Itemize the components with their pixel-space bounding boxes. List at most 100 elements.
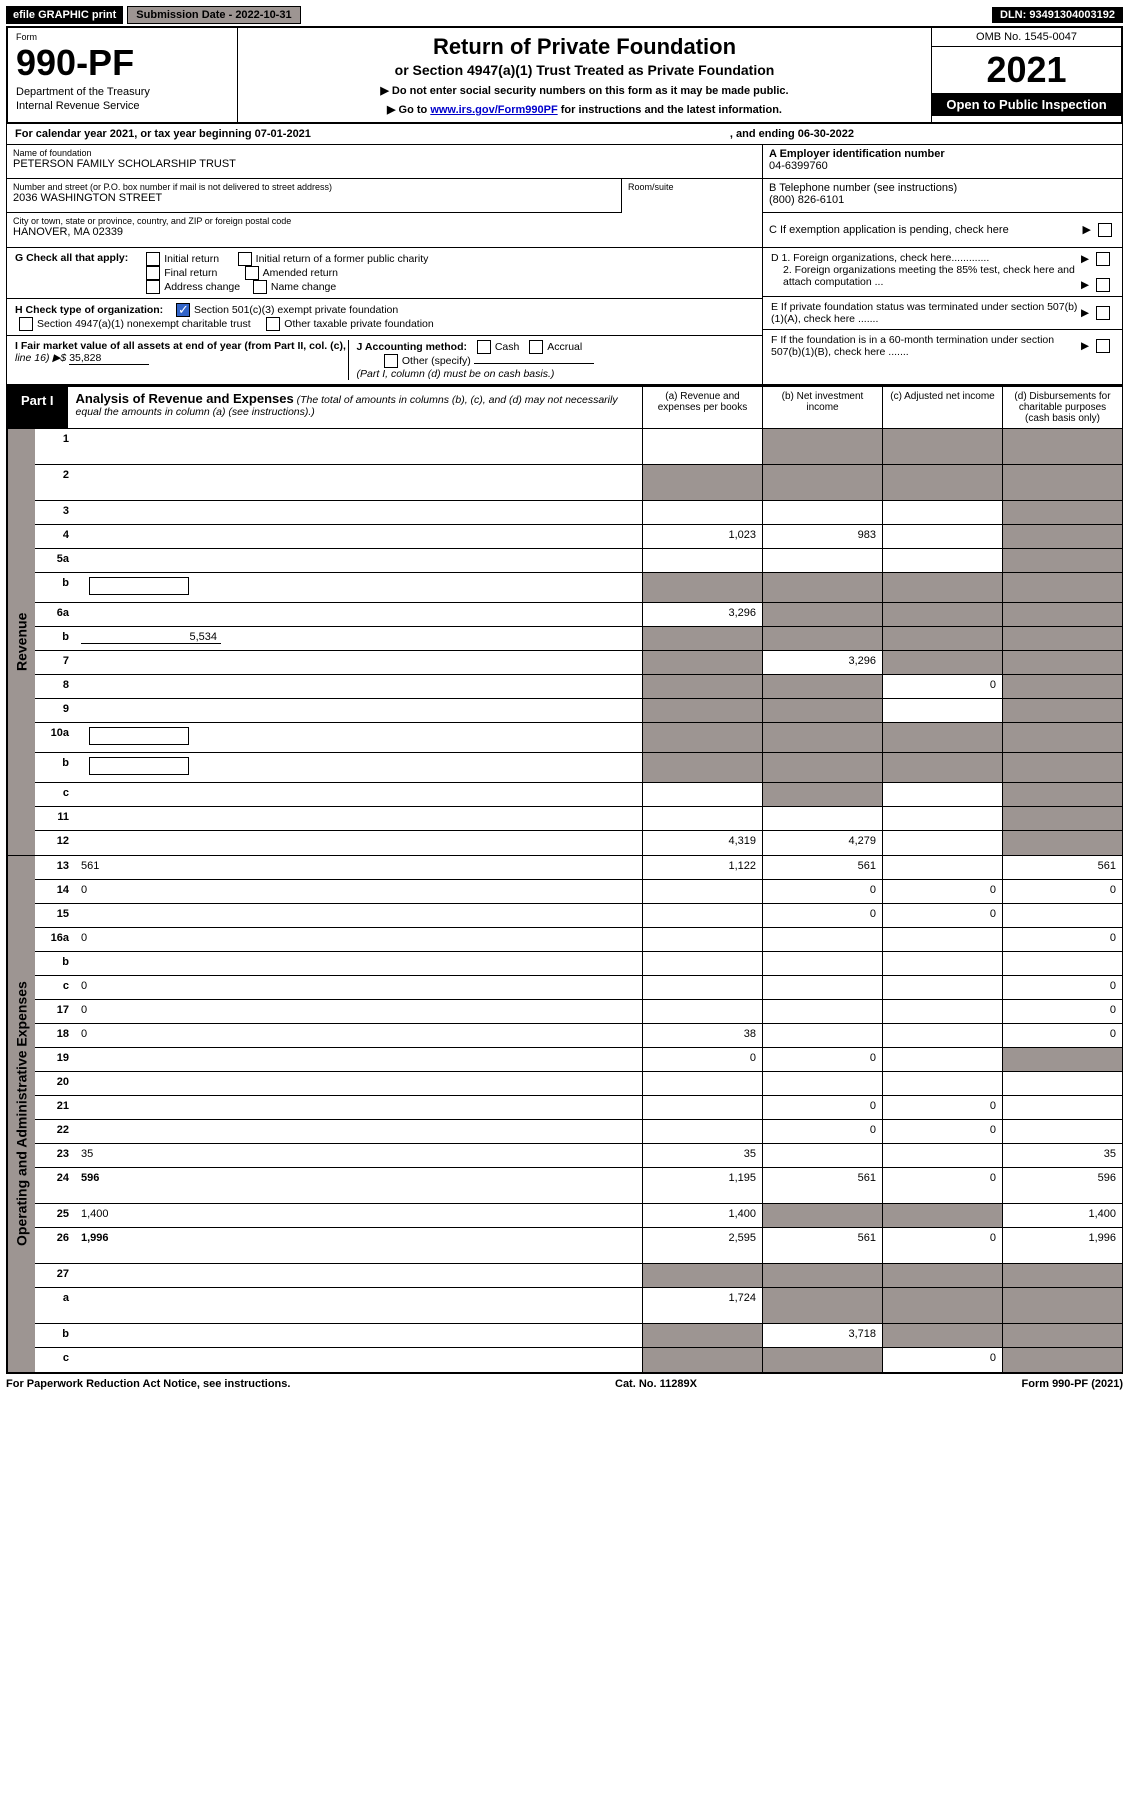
value-cell-b — [762, 603, 882, 626]
value-cell-a: 1,400 — [642, 1204, 762, 1227]
value-cell-d — [1002, 807, 1122, 830]
line-number: 21 — [35, 1096, 75, 1119]
address-change-checkbox[interactable] — [146, 280, 160, 294]
line-description — [75, 603, 642, 626]
cal-begin: For calendar year 2021, or tax year begi… — [15, 128, 311, 140]
cash-checkbox[interactable] — [477, 340, 491, 354]
value-cell-b — [762, 928, 882, 951]
value-cell-b: 561 — [762, 1228, 882, 1263]
line-number: 20 — [35, 1072, 75, 1095]
value-cell-c: 0 — [882, 1348, 1002, 1372]
line-number: 13 — [35, 856, 75, 879]
line-number: 2 — [35, 465, 75, 500]
line-description — [75, 429, 642, 464]
value-cell-c — [882, 753, 1002, 782]
line-description: 596 — [75, 1168, 642, 1203]
other-specify-checkbox[interactable] — [384, 354, 398, 368]
footer-mid: Cat. No. 11289X — [615, 1378, 697, 1390]
table-row: a1,724 — [35, 1288, 1122, 1324]
value-cell-a — [642, 501, 762, 524]
line-description: 0 — [75, 976, 642, 999]
amended-checkbox[interactable] — [245, 266, 259, 280]
value-cell-b — [762, 1024, 882, 1047]
line-description — [75, 753, 642, 782]
value-cell-d: 0 — [1002, 1000, 1122, 1023]
name-change-checkbox[interactable] — [253, 280, 267, 294]
table-row: b — [35, 573, 1122, 603]
revenue-side-label: Revenue — [7, 429, 35, 855]
value-cell-b — [762, 952, 882, 975]
irs-link[interactable]: www.irs.gov/Form990PF — [430, 104, 557, 116]
table-row: 1500 — [35, 904, 1122, 928]
line-description: 0 — [75, 928, 642, 951]
value-cell-a: 1,724 — [642, 1288, 762, 1323]
f-checkbox[interactable] — [1096, 339, 1110, 353]
table-row: 20 — [35, 1072, 1122, 1096]
value-cell-b — [762, 1348, 882, 1372]
table-row: 9 — [35, 699, 1122, 723]
value-cell-d — [1002, 429, 1122, 464]
dln: DLN: 93491304003192 — [992, 7, 1123, 23]
exemption-checkbox[interactable] — [1098, 223, 1112, 237]
table-row: 180380 — [35, 1024, 1122, 1048]
table-row: 6a3,296 — [35, 603, 1122, 627]
form-title: Return of Private Foundation — [250, 34, 919, 60]
form-subtitle: or Section 4947(a)(1) Trust Treated as P… — [250, 62, 919, 78]
final-return-checkbox[interactable] — [146, 266, 160, 280]
accrual-checkbox[interactable] — [529, 340, 543, 354]
value-cell-d — [1002, 699, 1122, 722]
dept-treasury: Department of the Treasury — [16, 86, 229, 98]
value-cell-c — [882, 952, 1002, 975]
line-description: 35 — [75, 1144, 642, 1167]
initial-return-checkbox[interactable] — [146, 252, 160, 266]
value-cell-c — [882, 627, 1002, 650]
value-cell-c: 0 — [882, 904, 1002, 927]
other-pf-checkbox[interactable] — [266, 317, 280, 331]
value-cell-d: 35 — [1002, 1144, 1122, 1167]
line-description — [75, 1264, 642, 1287]
table-row: 1900 — [35, 1048, 1122, 1072]
value-cell-c — [882, 1204, 1002, 1227]
value-cell-b — [762, 807, 882, 830]
initial-former-checkbox[interactable] — [238, 252, 252, 266]
page-footer: For Paperwork Reduction Act Notice, see … — [6, 1373, 1123, 1394]
line-number: 15 — [35, 904, 75, 927]
table-row: 23353535 — [35, 1144, 1122, 1168]
value-cell-c — [882, 1264, 1002, 1287]
city-state-zip: HANOVER, MA 02339 — [13, 226, 756, 238]
line-number: 24 — [35, 1168, 75, 1203]
instruction-link: ▶ Go to www.irs.gov/Form990PF for instru… — [250, 103, 919, 116]
d1-checkbox[interactable] — [1096, 252, 1110, 266]
e-checkbox[interactable] — [1096, 306, 1110, 320]
value-cell-c — [882, 1024, 1002, 1047]
value-cell-c — [882, 651, 1002, 674]
line-description — [75, 904, 642, 927]
value-cell-b — [762, 976, 882, 999]
value-cell-b — [762, 501, 882, 524]
line-description — [75, 549, 642, 572]
value-cell-d: 561 — [1002, 856, 1122, 879]
table-row: 124,3194,279 — [35, 831, 1122, 855]
efile-print-button[interactable]: efile GRAPHIC print — [6, 6, 123, 24]
line-description — [75, 651, 642, 674]
line-description: 0 — [75, 880, 642, 903]
value-cell-d — [1002, 1096, 1122, 1119]
table-row: b — [35, 753, 1122, 783]
4947-checkbox[interactable] — [19, 317, 33, 331]
501c3-checkbox[interactable] — [176, 303, 190, 317]
part1-tab: Part I — [7, 387, 68, 428]
value-cell-d — [1002, 603, 1122, 626]
value-cell-c — [882, 501, 1002, 524]
instruction-ssn: ▶ Do not enter social security numbers o… — [250, 84, 919, 97]
d2-checkbox[interactable] — [1096, 278, 1110, 292]
line-description — [75, 1120, 642, 1143]
line-description — [75, 675, 642, 698]
f-label: F If the foundation is in a 60-month ter… — [771, 334, 1081, 358]
line-description: 1,996 — [75, 1228, 642, 1263]
value-cell-d — [1002, 831, 1122, 855]
line-description — [75, 699, 642, 722]
value-cell-b: 0 — [762, 1096, 882, 1119]
line-number: 25 — [35, 1204, 75, 1227]
value-cell-d — [1002, 1324, 1122, 1347]
line-number: 23 — [35, 1144, 75, 1167]
